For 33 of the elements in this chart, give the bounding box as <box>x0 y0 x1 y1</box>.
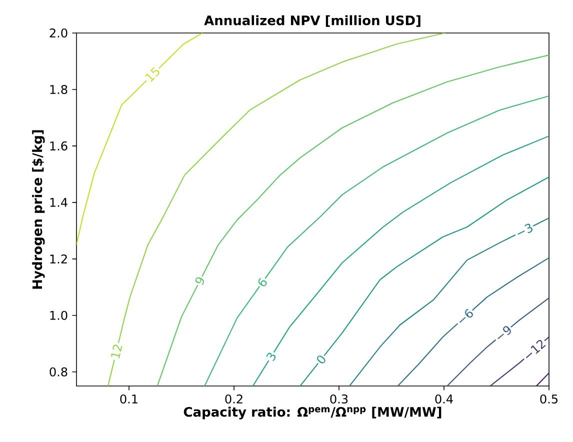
line-series <box>252 136 549 386</box>
text: 15 <box>145 67 160 82</box>
line-series <box>348 217 549 386</box>
y-axis-title: Hydrogen price [$/kg] <box>32 130 45 289</box>
x-tick-label: 0.2 <box>225 394 242 404</box>
x-tick-label: 0.1 <box>120 394 138 404</box>
x-tick-label: 0.5 <box>540 394 558 404</box>
text: −9 <box>498 326 511 340</box>
text: 3 <box>266 352 276 362</box>
text: 12 <box>111 344 122 358</box>
text: 6 <box>258 278 267 286</box>
text: −6 <box>459 308 473 323</box>
y-tick-label: 1.8 <box>50 84 68 94</box>
line-series <box>300 176 549 386</box>
line-series <box>76 32 204 246</box>
chart-title: Annualized NPV [million USD] <box>204 15 420 27</box>
line-series <box>397 257 549 386</box>
text: −12 <box>526 340 546 358</box>
text: 0 <box>316 356 326 364</box>
y-tick-label: 1.2 <box>50 254 67 264</box>
y-tick-label: 1.4 <box>50 198 68 207</box>
x-axis-title: Capacity ratio: Ω$^{pem}$/Ω$^{npp}$ [MW/MW] <box>184 406 442 420</box>
x-tick-label: 0.3 <box>330 394 348 404</box>
line-series <box>446 297 549 386</box>
y-tick-label: 1.6 <box>50 141 68 150</box>
y-tick-label: 1.0 <box>50 310 68 320</box>
y-tick-label: 0.8 <box>50 367 68 376</box>
x-tick-label: 0.4 <box>435 394 453 404</box>
line-series <box>107 32 446 386</box>
text: 9 <box>195 277 204 285</box>
text: −3 <box>518 224 533 235</box>
y-tick-label: 2.0 <box>50 28 68 38</box>
line-series <box>204 95 549 386</box>
